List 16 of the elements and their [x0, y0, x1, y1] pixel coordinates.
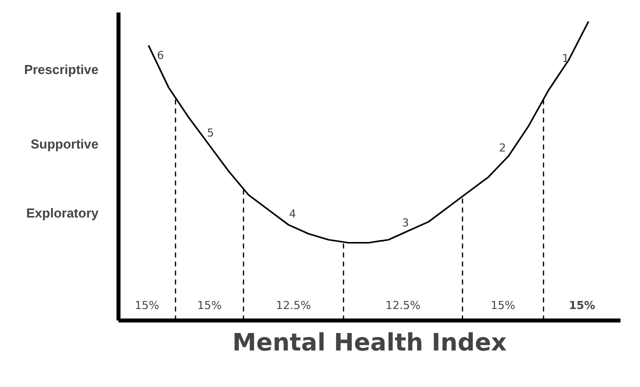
annotation: 2 — [499, 142, 506, 155]
annotation: 12.5% — [386, 299, 420, 312]
annotation: 4 — [289, 207, 296, 220]
annotation: 6 — [157, 48, 164, 62]
annotation: 15% — [134, 299, 160, 312]
text: Supportive — [30, 136, 99, 152]
x-axis-title: Mental Health Index — [232, 328, 508, 356]
text: Exploratory — [26, 205, 100, 220]
annotation: 3 — [402, 216, 409, 230]
annotation: 12.5% — [276, 299, 311, 312]
annotation: 15% — [568, 299, 596, 312]
text: Prescriptive — [24, 62, 99, 77]
annotation: 1 — [562, 52, 569, 65]
annotation: 15% — [490, 299, 516, 312]
annotation: 15% — [197, 299, 222, 312]
annotation: 5 — [207, 126, 214, 140]
